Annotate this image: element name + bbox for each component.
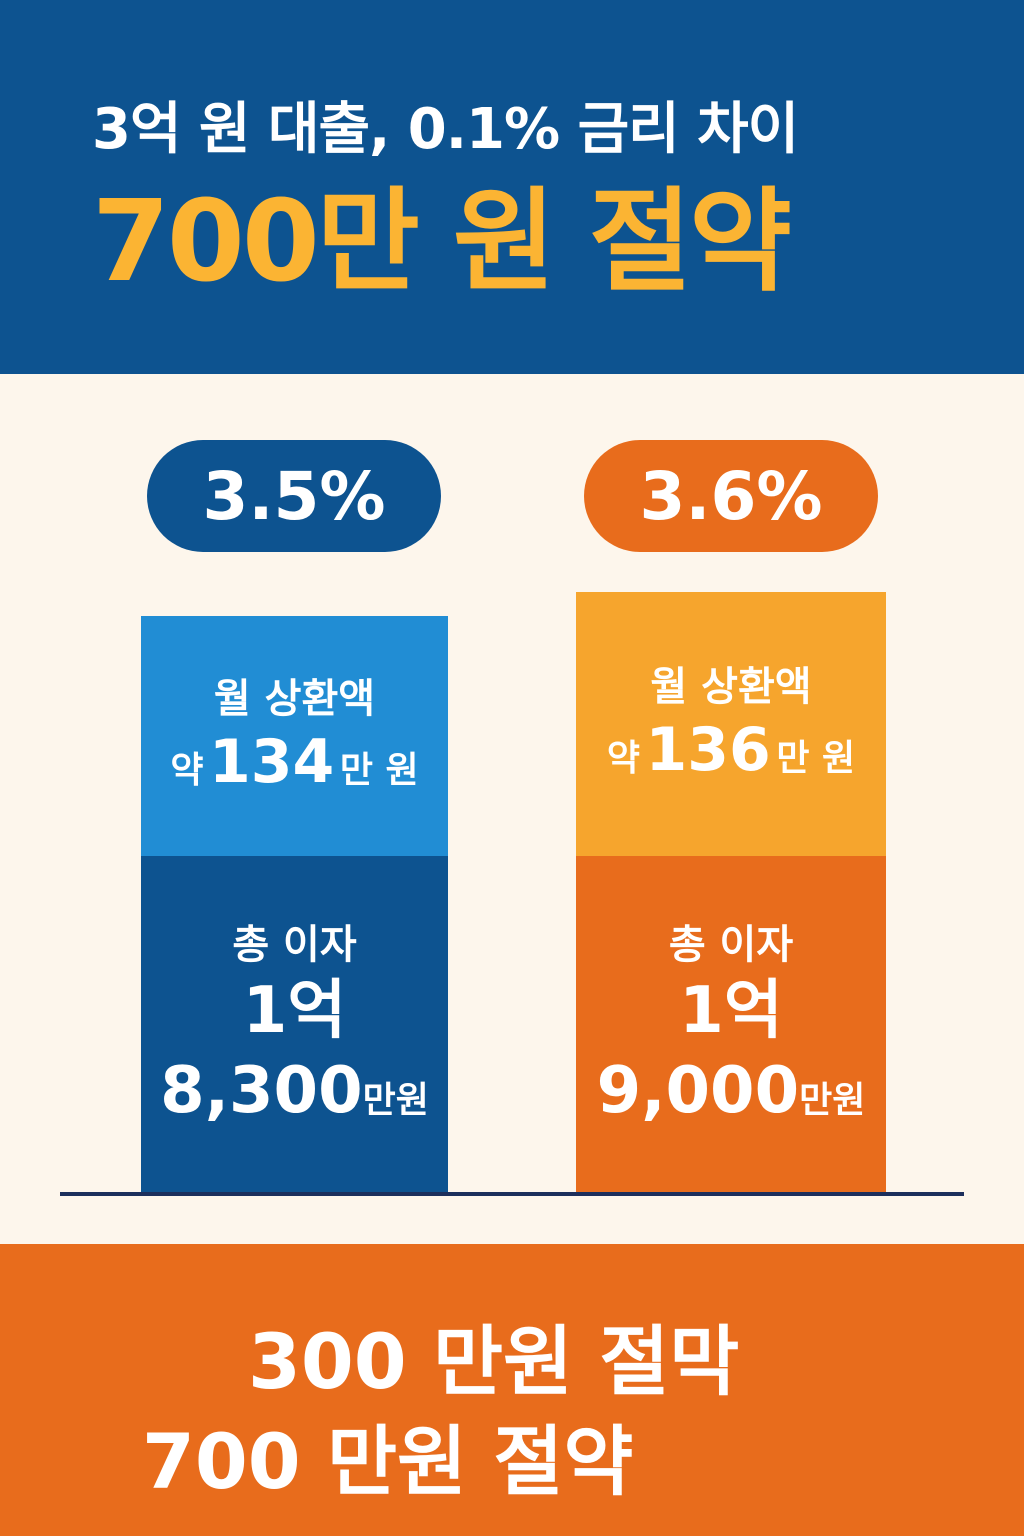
total-interest-label: 총 이자 xyxy=(668,922,794,968)
total-interest-value: 8,300 xyxy=(160,1054,363,1128)
page-title: 3억 원 대출, 0.1% 금리 차이 xyxy=(92,97,799,162)
footer-line-1: 300 만원 절막 xyxy=(248,1317,740,1406)
monthly-payment-box-right: 월 상환액 약 136 만 원 xyxy=(576,592,886,856)
rate-badge-right: 3.6% xyxy=(584,440,878,552)
total-interest-value: 9,000 xyxy=(596,1054,800,1128)
footer-line-2: 700 만원 절약 xyxy=(142,1417,634,1506)
monthly-payment-unit: 만 원 xyxy=(776,737,856,779)
baseline-divider xyxy=(60,1192,964,1196)
total-interest-label: 총 이자 xyxy=(232,922,357,968)
total-interest-box-right: 총 이자 1억 9,000만원 xyxy=(576,856,886,1194)
total-interest-eok: 1억 xyxy=(242,974,347,1048)
monthly-payment-amount: 약 134 만 원 xyxy=(170,725,418,800)
approx-prefix: 약 xyxy=(170,749,204,791)
monthly-payment-unit: 만 원 xyxy=(339,749,419,791)
total-interest-amount: 8,300만원 xyxy=(160,1051,429,1131)
monthly-payment-box-left: 월 상환액 약 134 만 원 xyxy=(141,616,448,856)
monthly-payment-label: 월 상환액 xyxy=(213,675,376,722)
approx-prefix: 약 xyxy=(606,737,640,779)
monthly-payment-value: 136 xyxy=(645,714,771,785)
total-interest-eok: 1억 xyxy=(679,974,783,1048)
footer-banner xyxy=(0,1244,1024,1536)
rate-badge-left: 3.5% xyxy=(147,440,441,552)
headline-savings: 700만 원 절약 xyxy=(92,177,792,307)
total-interest-amount: 9,000만원 xyxy=(597,1051,866,1131)
monthly-payment-label: 월 상환액 xyxy=(650,663,812,710)
total-interest-unit: 만원 xyxy=(799,1080,866,1121)
monthly-payment-amount: 약 136 만 원 xyxy=(607,713,855,788)
monthly-payment-value: 134 xyxy=(209,726,335,797)
total-interest-box-left: 총 이자 1억 8,300만원 xyxy=(141,856,448,1194)
header-banner xyxy=(0,0,1024,374)
total-interest-unit: 만원 xyxy=(362,1080,429,1121)
